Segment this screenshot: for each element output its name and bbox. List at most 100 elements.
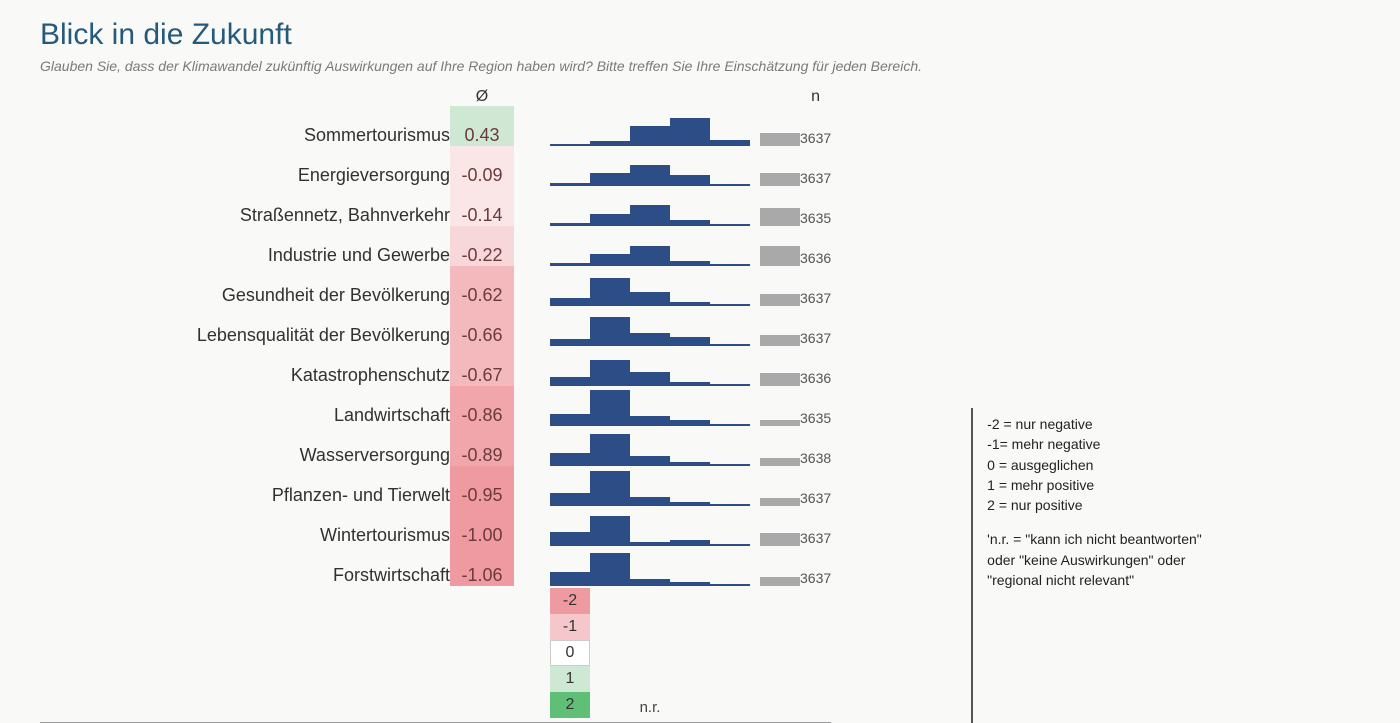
dist-bar (710, 466, 750, 506)
dist-bar-nr (760, 506, 800, 546)
legend-line: -1= mehr negative (987, 434, 1231, 454)
dist-bar (710, 306, 750, 346)
table-row: Forstwirtschaft-1.063637 (40, 546, 831, 586)
dist-bar (630, 386, 670, 426)
row-avg: -0.09 (450, 146, 514, 186)
dist-bar (710, 266, 750, 306)
row-n: 3637 (800, 146, 831, 186)
row-label: Straßennetz, Bahnverkehr (40, 186, 450, 226)
dist-bar-nr (760, 186, 800, 226)
scale-swatch-0: 0 (550, 638, 590, 664)
dist-bar (710, 506, 750, 546)
dist-bar (550, 426, 590, 466)
row-n: 3636 (800, 346, 831, 386)
dist-bar (670, 226, 710, 266)
dist-bar-nr (760, 106, 800, 146)
row-n: 3636 (800, 226, 831, 266)
row-label: Energieversorgung (40, 146, 450, 186)
row-avg: -0.62 (450, 266, 514, 306)
scale-label-nr: n.r. (630, 586, 670, 716)
row-n: 3637 (800, 506, 831, 546)
dist-bar (630, 346, 670, 386)
dist-bar (630, 186, 670, 226)
dist-bar (630, 226, 670, 266)
dist-bar (590, 106, 630, 146)
dist-bar (590, 186, 630, 226)
avg-header: Ø (450, 88, 514, 106)
dist-bar (590, 266, 630, 306)
dist-bar (670, 266, 710, 306)
dist-bar-nr (760, 346, 800, 386)
dist-bar (710, 346, 750, 386)
dist-bar (550, 306, 590, 346)
dist-bar (590, 346, 630, 386)
scale-swatch-neg1: -1 (550, 612, 590, 638)
row-avg: -0.67 (450, 346, 514, 386)
scale-legend: -2 = nur negative-1= mehr negative0 = au… (971, 408, 1241, 723)
row-avg: -0.89 (450, 426, 514, 466)
dist-bar (670, 506, 710, 546)
dist-bar (590, 226, 630, 266)
dist-bar-nr (760, 546, 800, 586)
dist-bar (630, 146, 670, 186)
dist-bar (710, 226, 750, 266)
dist-bar (670, 466, 710, 506)
legend-note: 'n.r. = "kann ich nicht beantworten" ode… (987, 529, 1231, 590)
table-row: Industrie und Gewerbe-0.223636 (40, 226, 831, 266)
dist-bar (630, 546, 670, 586)
dist-bar (630, 306, 670, 346)
row-n: 3635 (800, 386, 831, 426)
dist-bar (550, 106, 590, 146)
table-row: Wasserversorgung-0.89 3638 (40, 426, 831, 466)
dist-bar-nr (760, 226, 800, 266)
dist-bar (670, 146, 710, 186)
dist-bar (630, 466, 670, 506)
dist-bar (670, 346, 710, 386)
dist-bar (550, 466, 590, 506)
dist-bar (630, 426, 670, 466)
table-row: Katastrophenschutz-0.673636 (40, 346, 831, 386)
row-n: 3638 (800, 426, 831, 466)
row-label: Pflanzen- und Tierwelt (40, 466, 450, 506)
row-avg: -0.22 (450, 226, 514, 266)
n-header: n (800, 88, 831, 106)
dist-bar (710, 426, 750, 466)
dist-bar (550, 266, 590, 306)
dist-bar (550, 506, 590, 546)
dist-bar (710, 386, 750, 426)
dist-bar (710, 186, 750, 226)
dist-bar (670, 546, 710, 586)
row-n: 3637 (800, 306, 831, 346)
dist-bar (590, 546, 630, 586)
row-n: 3635 (800, 186, 831, 226)
row-label: Wintertourismus (40, 506, 450, 546)
row-avg: -0.66 (450, 306, 514, 346)
main-content: Ø n Sommertourismus0.433637Energieversor… (40, 88, 1360, 723)
dist-bar (550, 546, 590, 586)
scale-swatch-pos2: 2 (550, 690, 590, 716)
row-avg: -0.95 (450, 466, 514, 506)
page-title: Blick in die Zukunft (40, 18, 1360, 52)
row-n: 3637 (800, 266, 831, 306)
row-label: Gesundheit der Bevölkerung (40, 266, 450, 306)
table-row: Energieversorgung-0.09 3637 (40, 146, 831, 186)
dist-bar-nr (760, 266, 800, 306)
dist-bar (590, 466, 630, 506)
dist-bar-nr (760, 386, 800, 426)
row-avg: -0.86 (450, 386, 514, 426)
row-avg: -0.14 (450, 186, 514, 226)
dist-bar (550, 386, 590, 426)
dist-bar (670, 386, 710, 426)
row-n: 3637 (800, 466, 831, 506)
table-row: Sommertourismus0.433637 (40, 106, 831, 146)
table-row: Gesundheit der Bevölkerung-0.62 3637 (40, 266, 831, 306)
table-row: Straßennetz, Bahnverkehr-0.14 3635 (40, 186, 831, 226)
row-avg: -1.06 (450, 546, 514, 586)
dist-bar (710, 546, 750, 586)
row-label: Wasserversorgung (40, 426, 450, 466)
dist-bar (630, 106, 670, 146)
dist-bar (590, 506, 630, 546)
legend-line: 2 = nur positive (987, 495, 1231, 515)
dist-bar (630, 266, 670, 306)
row-n: 3637 (800, 106, 831, 146)
